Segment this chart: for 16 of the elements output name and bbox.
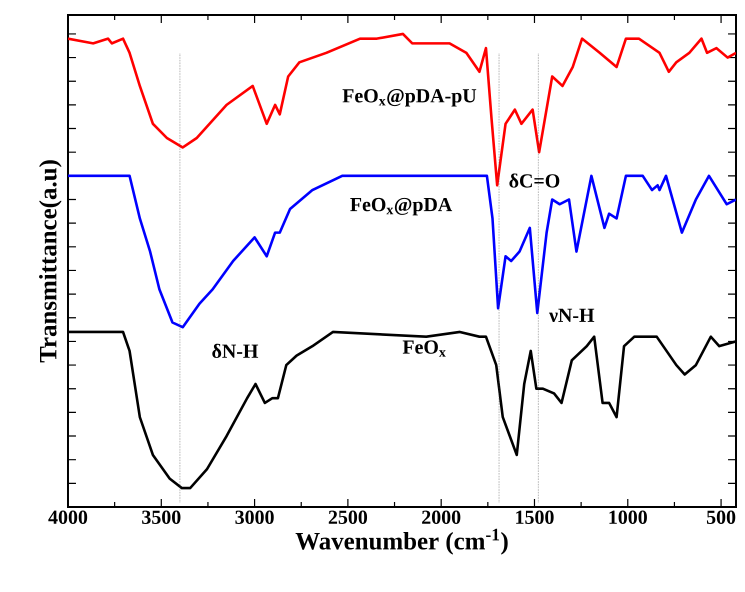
x-tick-label: 2000 bbox=[422, 510, 460, 524]
x-tick-label: 2500 bbox=[328, 510, 368, 524]
y-axis-title: Transmittance(a.u) bbox=[39, 160, 62, 362]
annotation: δC=O bbox=[509, 173, 560, 188]
annotation: δN-H bbox=[212, 344, 258, 358]
series-label: FeO$_{x}$ bbox=[402, 340, 446, 357]
x-axis-title: Wavenumber (cm$^{-1}$) bbox=[296, 528, 508, 555]
x-tick-label: 3000 bbox=[235, 510, 274, 524]
x-tick-label: 500 bbox=[706, 510, 736, 524]
series-label: FeO$_{x}$@pDA-pU bbox=[342, 89, 476, 107]
x-tick-label: 3500 bbox=[142, 510, 180, 524]
series-label: FeO$_{x}$@pDA bbox=[350, 198, 452, 216]
x-tick-label: 1500 bbox=[516, 510, 554, 524]
annotation: νN-H bbox=[549, 308, 594, 322]
x-tick-label: 1000 bbox=[609, 510, 647, 524]
x-tick-label: 4000 bbox=[48, 510, 88, 524]
